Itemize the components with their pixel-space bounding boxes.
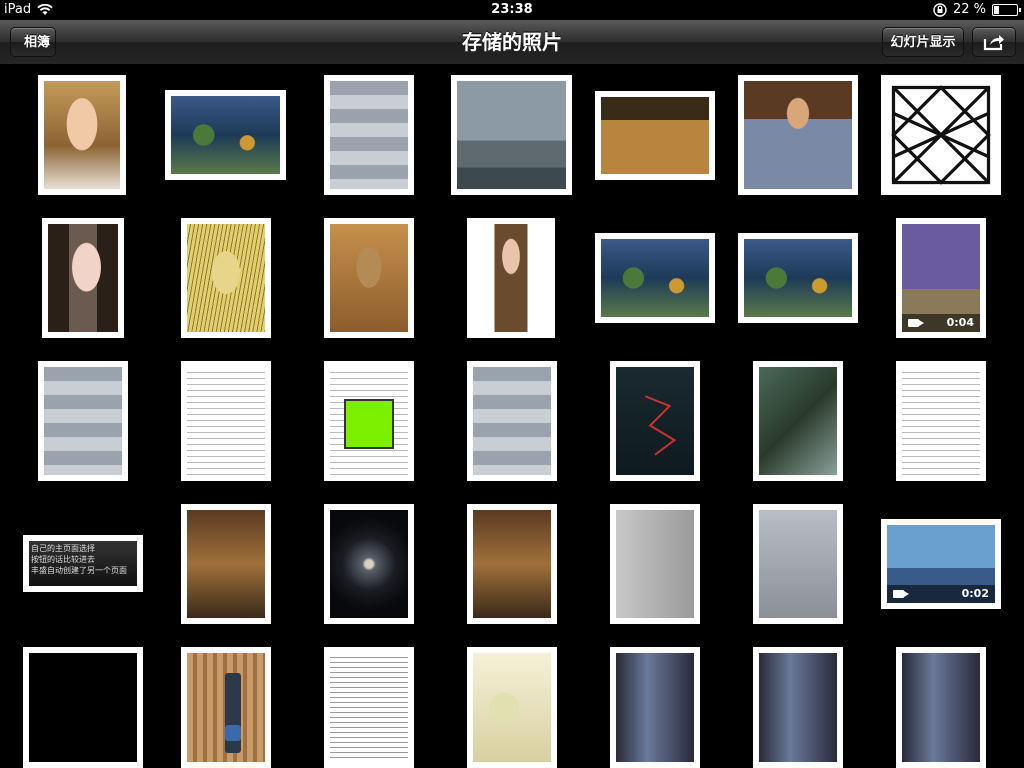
photo-thumbnail[interactable] — [181, 504, 271, 624]
photo-thumbnail[interactable] — [38, 361, 128, 481]
status-time: 23:38 — [491, 2, 533, 17]
photo-thumbnail[interactable] — [324, 361, 414, 481]
rotation-lock-icon — [933, 3, 947, 17]
photo-thumbnail[interactable] — [467, 647, 557, 768]
battery-percent: 22 % — [952, 2, 986, 17]
slideshow-button[interactable]: 幻灯片显示 — [882, 27, 964, 57]
photo-thumbnail[interactable] — [324, 75, 414, 195]
video-camera-icon — [893, 590, 909, 598]
photo-thumbnail[interactable] — [324, 647, 414, 768]
photo-thumbnail[interactable] — [181, 361, 271, 481]
photo-thumbnail[interactable] — [23, 647, 143, 768]
photo-thumbnail[interactable] — [324, 218, 414, 338]
photo-thumbnail[interactable] — [610, 504, 700, 624]
photo-thumbnail[interactable] — [610, 361, 700, 481]
subtitle-line: 丰盛自动创建了另一个页面 — [31, 566, 127, 575]
photo-thumbnail[interactable] — [738, 233, 858, 323]
video-duration: 0:04 — [946, 316, 974, 329]
photo-thumbnail[interactable] — [896, 361, 986, 481]
photo-thumbnail[interactable] — [896, 647, 986, 768]
video-duration-bar: 0:04 — [902, 314, 980, 332]
photo-thumbnail[interactable] — [753, 504, 843, 624]
photo-thumbnail[interactable] — [467, 218, 555, 338]
share-icon — [983, 35, 1004, 51]
video-thumbnail[interactable]: 0:04 — [896, 218, 986, 338]
photo-thumbnail[interactable] — [181, 218, 271, 338]
photo-thumbnail[interactable] — [595, 233, 715, 323]
wifi-icon — [37, 4, 53, 16]
battery-icon — [992, 4, 1021, 16]
photo-thumbnail[interactable] — [451, 75, 572, 195]
device-label: iPad — [4, 2, 32, 17]
page-title: 存储的照片 — [462, 30, 562, 54]
photo-thumbnail[interactable] — [610, 647, 700, 768]
video-duration: 0:02 — [961, 587, 989, 600]
photo-thumbnail[interactable] — [181, 647, 271, 768]
photo-thumbnail[interactable] — [324, 504, 414, 624]
photo-thumbnail[interactable] — [753, 361, 843, 481]
status-bar: iPad 23:38 22 % — [0, 0, 1024, 20]
photo-thumbnail[interactable] — [467, 504, 557, 624]
photo-thumbnail[interactable] — [738, 75, 858, 195]
photo-grid: 0:04 自己的主页面选择 按钮的话比较进去 丰盛自动创建了另一个页面 0:02 — [0, 64, 1024, 768]
photo-thumbnail[interactable] — [753, 647, 843, 768]
navigation-bar: 相簿 存储的照片 幻灯片显示 — [0, 20, 1024, 65]
share-button[interactable] — [972, 27, 1016, 57]
photo-thumbnail[interactable]: 自己的主页面选择 按钮的话比较进去 丰盛自动创建了另一个页面 — [23, 535, 143, 592]
unlock-icon — [225, 725, 241, 741]
photo-thumbnail[interactable] — [42, 218, 124, 338]
subtitle-line: 自己的主页面选择 — [31, 544, 95, 553]
albums-back-button[interactable]: 相簿 — [10, 27, 56, 57]
video-duration-bar: 0:02 — [887, 585, 995, 603]
subtitle-line: 按钮的话比较进去 — [31, 555, 95, 564]
photo-thumbnail[interactable] — [38, 75, 126, 195]
video-camera-icon — [908, 319, 924, 327]
photo-thumbnail[interactable] — [165, 90, 286, 180]
photo-thumbnail[interactable] — [881, 75, 1001, 195]
video-thumbnail[interactable]: 0:02 — [881, 519, 1001, 609]
photo-thumbnail[interactable] — [467, 361, 557, 481]
photo-thumbnail[interactable] — [595, 91, 715, 180]
